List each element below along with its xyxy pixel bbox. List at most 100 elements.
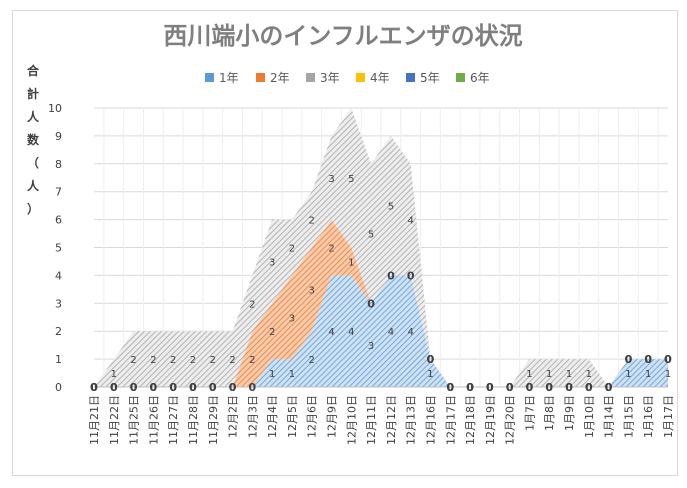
y-axis-title-char: 合 [27, 63, 40, 78]
data-label: 0 [545, 381, 553, 394]
data-label: 0 [427, 353, 435, 366]
x-tick-label: 12月5日 [286, 395, 299, 438]
data-label: 1 [526, 369, 532, 380]
data-label: 0 [90, 381, 98, 394]
x-tick-label: 1月17日 [662, 395, 675, 438]
data-label: 0 [526, 381, 534, 394]
x-tick-label: 1月7日 [523, 395, 536, 431]
data-label: 0 [506, 381, 514, 394]
data-label: 2 [269, 327, 275, 338]
data-label: 1 [625, 369, 631, 380]
data-label: 0 [446, 381, 454, 394]
y-tick-label: 2 [55, 325, 62, 338]
data-label: 1 [269, 369, 275, 380]
y-tick-label: 1 [55, 353, 62, 366]
x-tick-label: 1月14日 [603, 395, 616, 438]
x-tick-label: 11月29日 [207, 395, 220, 445]
data-label: 0 [644, 353, 652, 366]
y-axis-title-char: 人 [27, 178, 40, 193]
data-label: 0 [367, 297, 375, 310]
data-label: 2 [309, 355, 315, 366]
data-label: 0 [545, 381, 553, 394]
x-tick-label: 11月25日 [128, 395, 141, 445]
data-label: 0 [644, 353, 652, 366]
x-tick-label: 12月16日 [424, 395, 437, 445]
legend: 1年 2年 3年 4年 5年 6年 [205, 71, 490, 85]
data-label: 4 [348, 327, 354, 338]
legend-label: 4年 [370, 71, 390, 85]
data-label: 0 [664, 353, 672, 366]
data-label: 0 [585, 381, 593, 394]
y-axis-title-char: 計 [27, 86, 39, 101]
legend-swatch [356, 73, 365, 82]
data-label: 0 [486, 381, 494, 394]
data-label: 0 [387, 269, 395, 282]
x-tick-label: 12月20日 [504, 395, 517, 445]
y-axis-title-char: 人 [27, 109, 40, 124]
data-label: 4 [408, 216, 414, 227]
x-tick-label: 11月26日 [147, 395, 160, 445]
data-label: 0 [150, 381, 158, 394]
data-label: 0 [90, 381, 98, 394]
y-tick-label: 6 [55, 214, 62, 227]
legend-swatch [256, 73, 265, 82]
data-label: 0 [130, 381, 138, 394]
legend-label: 2年 [270, 71, 290, 85]
area-series-3 [94, 108, 668, 387]
data-label: 5 [348, 174, 354, 185]
data-label: 0 [506, 381, 514, 394]
x-tick-label: 12月2日 [227, 395, 240, 438]
data-label: 0 [466, 381, 474, 394]
x-tick-label: 12月11日 [365, 395, 378, 445]
y-axis-title-char: （ [27, 155, 39, 170]
data-label: 1 [111, 369, 117, 380]
y-tick-label: 10 [48, 102, 62, 115]
data-label: 1 [645, 369, 651, 380]
x-tick-label: 12月18日 [464, 395, 477, 445]
data-label: 0 [625, 353, 633, 366]
data-label: 5 [368, 230, 374, 241]
legend-label: 6年 [470, 71, 490, 85]
data-label: 1 [289, 369, 295, 380]
x-tick-label: 12月10日 [345, 395, 358, 445]
x-tick-label: 12月19日 [484, 395, 497, 445]
x-tick-label: 1月10日 [583, 395, 596, 438]
data-label: 0 [150, 381, 158, 394]
x-tick-label: 1月8日 [543, 395, 556, 431]
legend-label: 3年 [320, 71, 340, 85]
data-label: 0 [605, 381, 613, 394]
legend-label: 1年 [219, 71, 239, 85]
data-label: 5 [388, 202, 394, 213]
x-tick-label: 12月17日 [444, 395, 457, 445]
legend-label: 5年 [420, 71, 440, 85]
data-label: 0 [605, 381, 613, 394]
x-tick-label: 11月21日 [88, 395, 101, 445]
data-label: 0 [526, 381, 534, 394]
data-labels: 0 0 0 0 0 0 0 0 01 124 434 410 0 0 0 0 0 0 0 01 1 10 0 0 0 0 0 0 022… [90, 174, 672, 394]
data-label: 2 [150, 355, 156, 366]
area-series-1 [94, 275, 668, 387]
legend-swatch [456, 73, 465, 82]
data-label: 3 [289, 313, 295, 324]
data-label: 0 [110, 381, 118, 394]
data-label: 0 [407, 269, 415, 282]
data-label: 2 [328, 244, 334, 255]
data-label: 1 [348, 257, 354, 268]
data-label: 1 [427, 369, 433, 380]
data-label: 0 [169, 381, 177, 394]
data-label: 0 [110, 381, 118, 394]
data-label: 1 [546, 369, 552, 380]
data-label: 0 [209, 381, 217, 394]
chart-title: 西川端小のインフルエンザの状況 [163, 22, 522, 50]
data-label: 0 [229, 381, 237, 394]
legend-swatch [306, 73, 315, 82]
y-tick-label: 9 [55, 130, 62, 143]
data-label: 0 [625, 353, 633, 366]
data-label: 4 [388, 327, 394, 338]
data-label: 2 [249, 355, 255, 366]
x-tick-label: 1月15日 [622, 395, 635, 438]
x-tick-label: 1月9日 [563, 395, 576, 431]
